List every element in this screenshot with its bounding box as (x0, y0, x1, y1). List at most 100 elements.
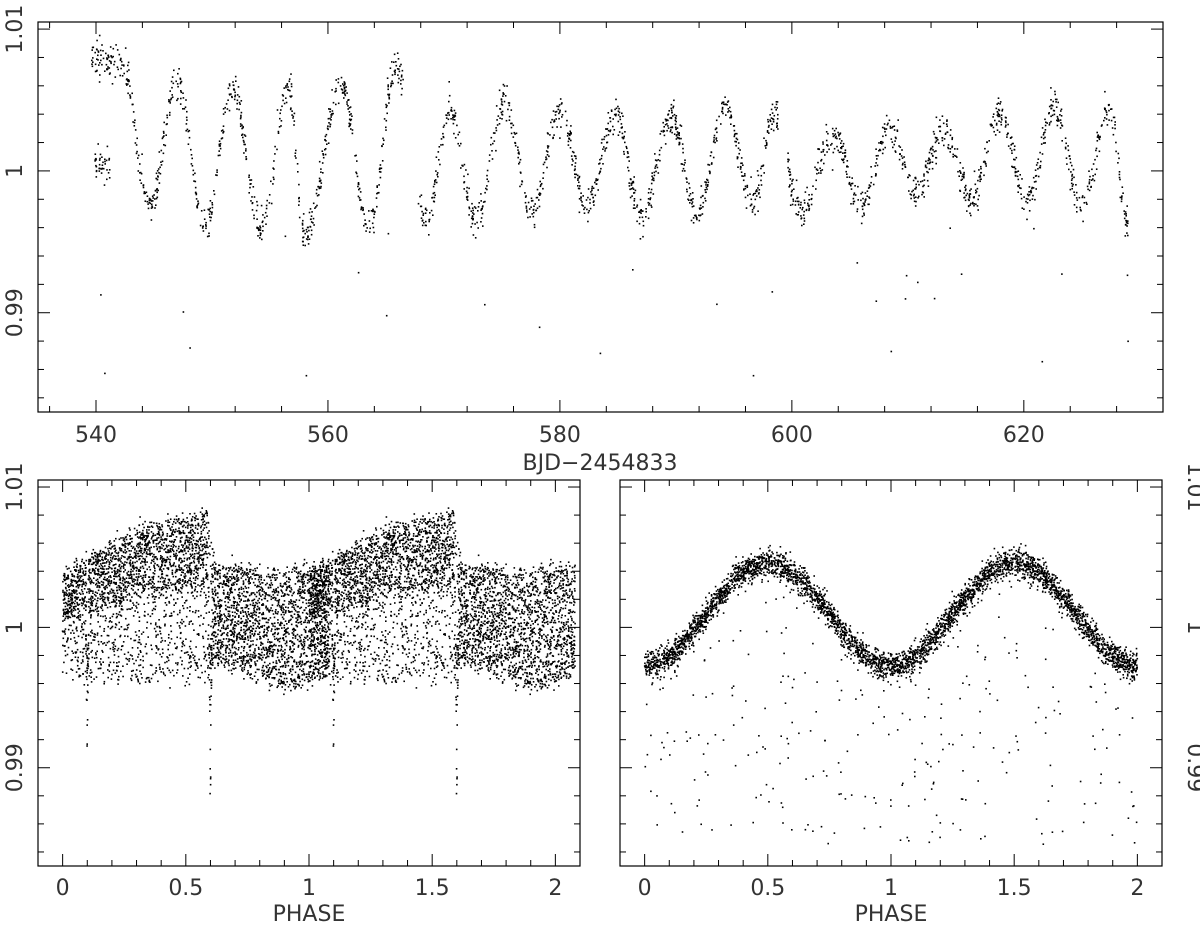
data-point (569, 134, 571, 137)
data-point (201, 513, 204, 515)
data-point (636, 220, 638, 223)
data-point (320, 185, 322, 188)
data-point (332, 676, 334, 678)
data-point (384, 573, 387, 575)
data-point (98, 34, 101, 37)
data-point (993, 130, 995, 133)
data-point (127, 64, 129, 67)
data-point (566, 652, 568, 654)
data-point (364, 587, 367, 589)
data-point (684, 159, 686, 161)
data-point (224, 597, 227, 599)
data-point (308, 587, 311, 590)
data-point (137, 170, 140, 172)
data-point (678, 137, 680, 139)
data-point (266, 666, 268, 669)
data-point (310, 221, 313, 223)
data-point (1061, 125, 1064, 127)
data-point (945, 123, 948, 125)
data-point (421, 219, 424, 222)
data-point (104, 158, 106, 161)
data-point (266, 607, 269, 610)
data-point (561, 116, 563, 118)
data-point (996, 111, 999, 113)
data-point (468, 187, 470, 190)
data-point (749, 204, 752, 207)
data-point (108, 60, 111, 62)
data-point (621, 136, 624, 139)
data-point (473, 627, 476, 629)
data-point (507, 654, 509, 657)
data-point (127, 92, 129, 95)
data-point (1061, 140, 1063, 142)
data-point (156, 196, 159, 199)
data-point (168, 99, 170, 101)
y-tick-label: 0.99 (3, 743, 28, 792)
data-point (218, 140, 221, 142)
data-point (319, 568, 321, 571)
data-point (645, 216, 647, 218)
data-point (297, 683, 299, 686)
data-point (115, 581, 117, 584)
data-point (75, 651, 78, 653)
data-point (85, 676, 88, 678)
data-point (408, 533, 411, 535)
data-point (324, 153, 327, 156)
data-point (538, 668, 540, 671)
data-point (1099, 135, 1101, 138)
data-point (549, 638, 551, 641)
data-point (385, 129, 387, 131)
data-point (1115, 150, 1117, 153)
data-point (453, 132, 455, 135)
data-point (710, 151, 713, 153)
data-point (243, 152, 245, 154)
data-point (885, 128, 888, 130)
data-point (252, 581, 255, 584)
data-point (434, 557, 437, 559)
data-point (520, 616, 522, 619)
data-point (530, 197, 533, 200)
data-point (368, 210, 370, 212)
data-point (519, 158, 522, 161)
data-point (127, 635, 129, 638)
data-point (230, 604, 233, 607)
data-point (534, 203, 536, 205)
data-point (758, 184, 760, 186)
data-point (1044, 142, 1046, 144)
data-point (137, 157, 139, 159)
data-point (190, 148, 192, 151)
data-point (469, 653, 471, 656)
data-point (351, 644, 354, 646)
data-point (234, 581, 236, 584)
data-point (705, 184, 707, 186)
data-point (795, 213, 797, 215)
data-point (831, 142, 833, 145)
data-point (312, 217, 315, 220)
data-point (306, 238, 309, 241)
data-point (166, 116, 169, 119)
data-point (201, 515, 204, 518)
data-point (200, 536, 202, 539)
data-point (792, 178, 794, 181)
data-point (831, 127, 834, 130)
data-point (236, 108, 238, 110)
data-point (310, 229, 313, 232)
data-point (501, 104, 504, 106)
data-point (861, 191, 864, 194)
data-point (167, 519, 169, 522)
data-point (546, 154, 549, 156)
data-point (302, 574, 304, 577)
data-point (515, 132, 518, 135)
data-point (325, 133, 328, 136)
data-point (249, 179, 251, 181)
data-point (737, 156, 739, 159)
data-point (1060, 110, 1062, 112)
data-point (377, 607, 380, 609)
data-point (681, 163, 684, 165)
data-point (382, 137, 384, 140)
data-point (276, 109, 279, 111)
data-point (332, 101, 335, 104)
data-point (87, 662, 89, 665)
data-point (422, 672, 424, 674)
data-point (176, 636, 178, 639)
